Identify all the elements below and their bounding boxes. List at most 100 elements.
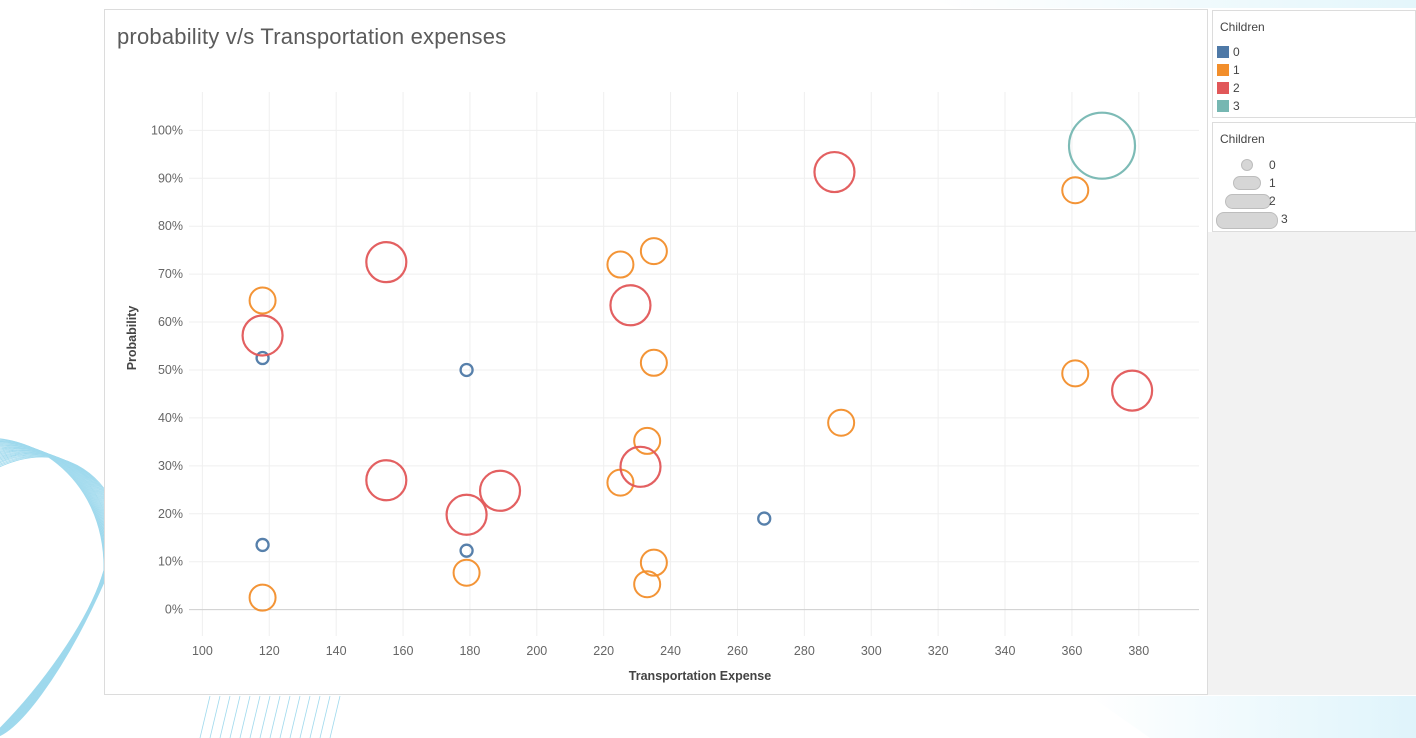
wave-hatch bbox=[299, 695, 311, 738]
color-swatch-3 bbox=[1217, 100, 1229, 112]
data-point-children-1[interactable] bbox=[248, 286, 277, 315]
wave-hatch bbox=[329, 695, 341, 738]
chart-panel: probability v/s Transportation expenses … bbox=[104, 9, 1208, 695]
size-legend-label-2: 2 bbox=[1269, 194, 1276, 208]
wave-hatch bbox=[309, 695, 321, 738]
data-point-children-1[interactable] bbox=[606, 250, 635, 279]
data-point-children-0[interactable] bbox=[459, 543, 474, 558]
wave-line bbox=[0, 447, 110, 732]
data-point-children-0[interactable] bbox=[255, 350, 270, 366]
chart-title: probability v/s Transportation expenses bbox=[117, 24, 507, 49]
wave-hatch bbox=[279, 695, 291, 738]
data-point-children-1[interactable] bbox=[639, 348, 668, 377]
side-panel-background bbox=[1208, 232, 1416, 695]
x-axis-title: Transportation Expense bbox=[629, 669, 771, 683]
color-legend-item-2[interactable]: 2 bbox=[1217, 79, 1240, 97]
size-shape-2 bbox=[1225, 194, 1271, 209]
data-point-children-1[interactable] bbox=[1061, 176, 1090, 205]
y-axis-title: Probability bbox=[125, 306, 139, 371]
y-tick-label: 100% bbox=[151, 123, 183, 137]
color-legend-label-3: 3 bbox=[1233, 99, 1240, 113]
y-tick-label: 60% bbox=[158, 315, 183, 329]
data-point-children-1[interactable] bbox=[639, 548, 668, 577]
size-shape-3 bbox=[1216, 212, 1278, 229]
x-tick-label: 240 bbox=[660, 644, 681, 658]
data-point-children-1[interactable] bbox=[827, 408, 856, 437]
color-legend-item-3[interactable]: 3 bbox=[1217, 97, 1240, 115]
wave-hatch bbox=[289, 695, 301, 738]
color-swatch-2 bbox=[1217, 82, 1229, 94]
y-tick-label: 10% bbox=[158, 555, 183, 569]
data-point-children-0[interactable] bbox=[255, 537, 270, 553]
color-legend-label-2: 2 bbox=[1233, 81, 1240, 95]
data-point-children-0[interactable] bbox=[459, 362, 474, 378]
x-tick-label: 340 bbox=[995, 644, 1016, 658]
color-legend: Children 0 1 2 3 bbox=[1212, 10, 1416, 118]
x-tick-label: 100 bbox=[192, 644, 213, 658]
wave-hatch bbox=[219, 695, 231, 738]
y-tick-label: 30% bbox=[158, 459, 183, 473]
size-legend-label-0: 0 bbox=[1269, 158, 1276, 172]
x-tick-label: 200 bbox=[526, 644, 547, 658]
x-tick-label: 220 bbox=[593, 644, 614, 658]
size-legend-title: Children bbox=[1220, 132, 1265, 146]
size-legend-label-1: 1 bbox=[1269, 176, 1276, 190]
wave-hatch bbox=[269, 695, 281, 738]
data-point-children-1[interactable] bbox=[452, 558, 481, 587]
data-point-children-3[interactable] bbox=[1067, 111, 1137, 180]
color-legend-label-0: 0 bbox=[1233, 45, 1240, 59]
color-legend-label-1: 1 bbox=[1233, 63, 1240, 77]
data-point-children-2[interactable] bbox=[445, 493, 488, 536]
data-point-children-2[interactable] bbox=[609, 284, 652, 327]
data-point-children-2[interactable] bbox=[1111, 369, 1154, 412]
wave-line bbox=[0, 448, 110, 732]
wave-hatch bbox=[229, 695, 241, 738]
x-tick-label: 320 bbox=[928, 644, 949, 658]
data-point-children-2[interactable] bbox=[813, 150, 856, 194]
data-point-children-1[interactable] bbox=[1061, 359, 1090, 388]
color-swatch-0 bbox=[1217, 46, 1229, 58]
scatter-plot[interactable]: 100 120 140 160 180 200 220 240 260 280 300 320 340 3… bbox=[105, 10, 1207, 694]
y-tick-label: 90% bbox=[158, 171, 183, 185]
data-point-children-1[interactable] bbox=[248, 583, 277, 612]
x-tick-label: 280 bbox=[794, 644, 815, 658]
y-tick-label: 40% bbox=[158, 411, 183, 425]
x-tick-label: 300 bbox=[861, 644, 882, 658]
y-tick-label: 70% bbox=[158, 267, 183, 281]
x-tick-label: 140 bbox=[326, 644, 347, 658]
data-point-children-2[interactable] bbox=[478, 469, 522, 512]
data-point-children-1[interactable] bbox=[639, 237, 668, 266]
size-legend: Children 0 1 2 3 bbox=[1212, 122, 1416, 232]
wave-hatch bbox=[319, 695, 331, 738]
color-legend-item-1[interactable]: 1 bbox=[1217, 61, 1240, 79]
x-tick-label: 160 bbox=[393, 644, 414, 658]
x-tick-label: 260 bbox=[727, 644, 748, 658]
data-point-children-2[interactable] bbox=[365, 459, 408, 502]
x-tick-label: 180 bbox=[459, 644, 480, 658]
y-tick-label: 80% bbox=[158, 219, 183, 233]
wave-hatch bbox=[209, 695, 221, 738]
color-swatch-1 bbox=[1217, 64, 1229, 76]
data-point-children-2[interactable] bbox=[365, 241, 408, 284]
x-tick-label: 120 bbox=[259, 644, 280, 658]
wave-hatch bbox=[199, 695, 211, 738]
size-shape-1 bbox=[1233, 176, 1261, 190]
data-point-children-1[interactable] bbox=[633, 570, 662, 599]
size-legend-label-3: 3 bbox=[1281, 212, 1288, 226]
data-point-children-2[interactable] bbox=[619, 445, 662, 488]
y-tick-label: 50% bbox=[158, 363, 183, 377]
x-tick-label: 360 bbox=[1061, 644, 1082, 658]
y-tick-label: 20% bbox=[158, 507, 183, 521]
size-shape-0 bbox=[1241, 159, 1253, 171]
wave-line bbox=[0, 455, 121, 736]
wave-hatch bbox=[259, 695, 271, 738]
color-legend-title: Children bbox=[1220, 20, 1265, 34]
data-point-children-2[interactable] bbox=[241, 314, 284, 357]
y-tick-label: 0% bbox=[165, 603, 183, 617]
data-point-children-0[interactable] bbox=[757, 511, 772, 526]
wave-hatch bbox=[239, 695, 251, 738]
color-legend-item-0[interactable]: 0 bbox=[1217, 43, 1240, 61]
data-point-children-1[interactable] bbox=[633, 426, 662, 455]
wave-hatch bbox=[249, 695, 261, 738]
x-tick-label: 380 bbox=[1128, 644, 1149, 658]
